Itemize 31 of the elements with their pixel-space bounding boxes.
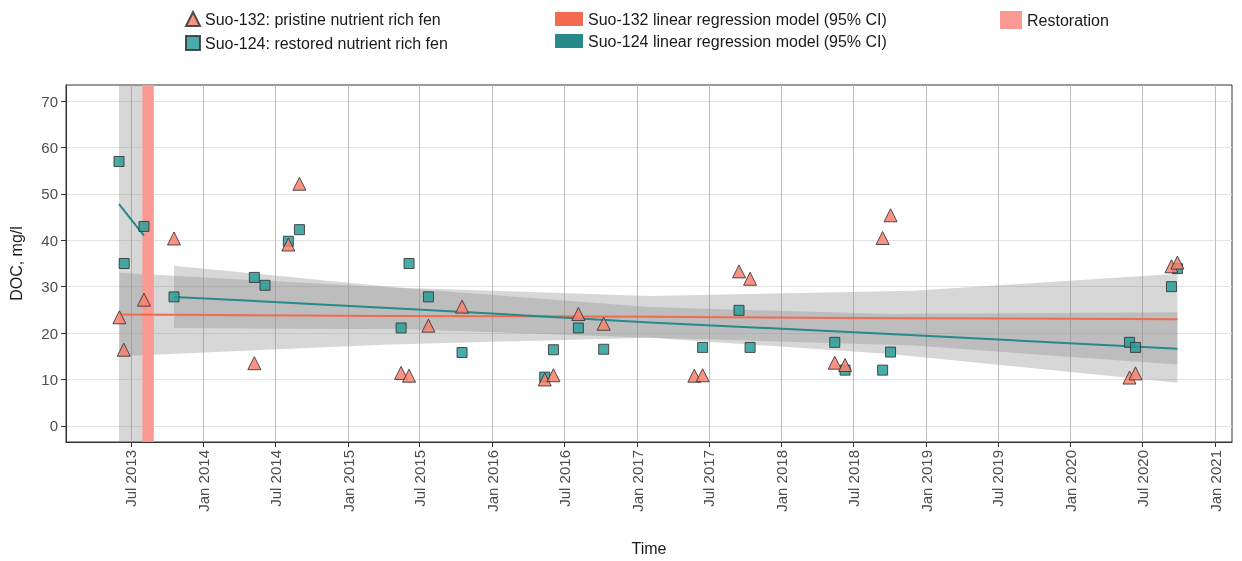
x-tick-label: Jan 2021 (1206, 450, 1224, 512)
y-tick-label: 70 (41, 92, 58, 110)
y-axis-title: DOC, mg/l (7, 226, 25, 301)
legend-label: Suo-124: restored nutrient rich fen (205, 34, 448, 52)
y-tick-label: 60 (41, 139, 58, 157)
x-tick-label: Jul 2016 (556, 450, 574, 507)
x-tick-label: Jul 2020 (1134, 450, 1152, 507)
x-tick-label: Jul 2017 (700, 450, 718, 507)
x-tick-label: Jan 2014 (195, 450, 213, 512)
x-axis-title: Time (631, 539, 667, 557)
x-tick-label: Jul 2013 (122, 450, 140, 507)
x-tick-label: Jan 2016 (484, 450, 502, 512)
legend-label: Suo-124 linear regression model (95% CI) (588, 32, 887, 50)
y-tick-label: 40 (41, 231, 58, 249)
legend-label: Suo-132 linear regression model (95% CI) (588, 10, 887, 28)
x-tick-label: Jul 2015 (411, 450, 429, 507)
x-tick-label: Jan 2018 (773, 450, 791, 512)
x-tick-label: Jul 2014 (266, 450, 284, 507)
legend-label: Restoration (1027, 11, 1109, 29)
y-tick-label: 30 (41, 278, 58, 296)
y-tick-label: 20 (41, 324, 58, 342)
x-tick-label: Jan 2020 (1062, 450, 1080, 512)
x-tick-label: Jul 2019 (989, 450, 1007, 507)
y-tick-label: 10 (41, 370, 58, 388)
x-tick-label: Jan 2019 (917, 450, 935, 512)
y-tick-label: 50 (41, 185, 58, 203)
legend-label: Suo-132: pristine nutrient rich fen (205, 10, 441, 28)
x-tick-label: Jan 2015 (339, 450, 357, 512)
x-tick-label: Jan 2017 (628, 450, 646, 512)
x-tick-label: Jul 2018 (844, 450, 862, 507)
y-tick-label: 0 (49, 417, 58, 435)
